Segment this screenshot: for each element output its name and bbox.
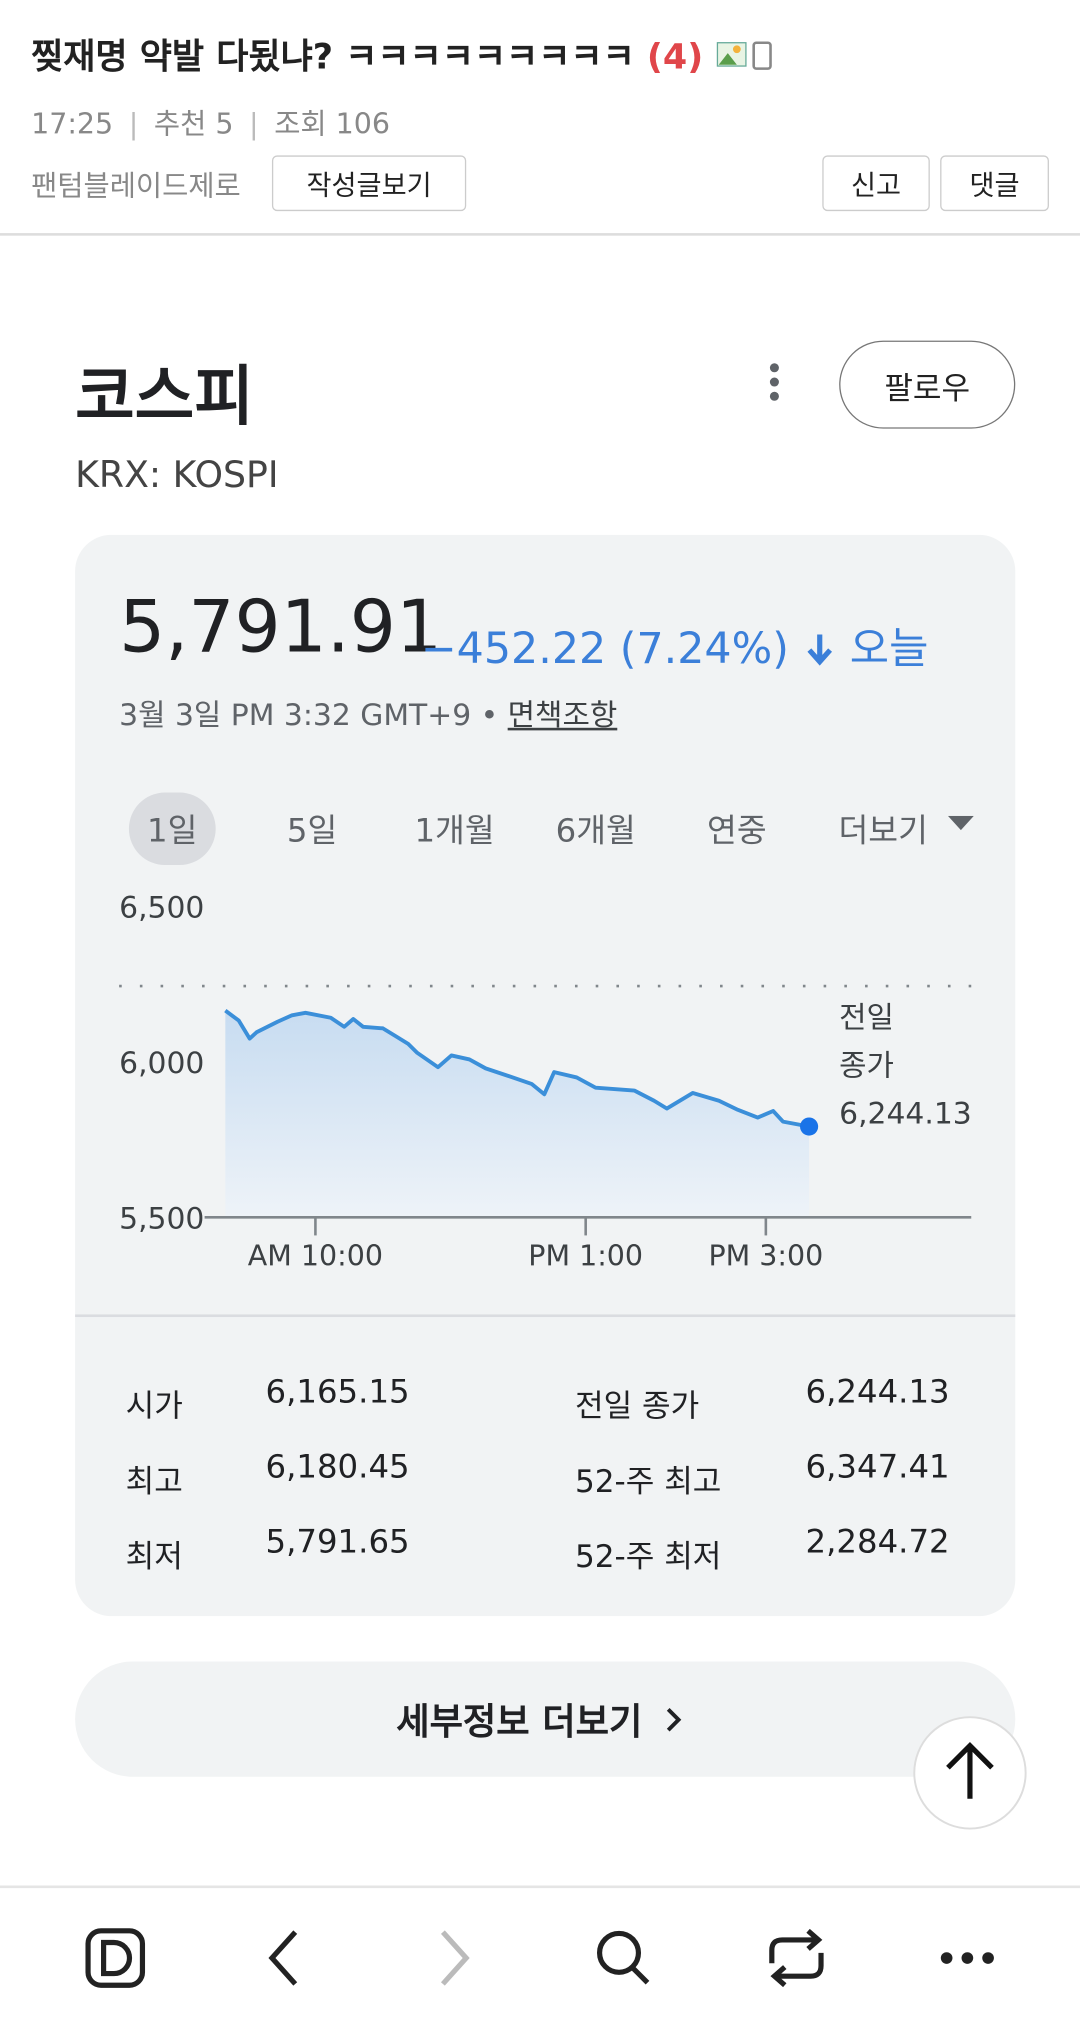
stat-label: 52-주 최고: [574, 1463, 722, 1500]
divider: [0, 233, 1080, 236]
stat-value: 5,791.65: [265, 1522, 410, 1561]
post-meta: 17:25 | 추천 5 | 조회 106: [31, 108, 391, 142]
period-label: 오늘: [849, 622, 929, 674]
x-tick-label: PM 1:00: [528, 1239, 643, 1272]
stat-value: 6,244.13: [805, 1372, 950, 1411]
y-tick-label: 6,500: [119, 891, 204, 926]
reference-value: 6,244.13: [839, 1096, 972, 1131]
divider: [0, 1885, 1080, 1889]
range-tab[interactable]: 5일: [286, 811, 338, 850]
range-tab[interactable]: 더보기: [838, 811, 928, 850]
back-icon[interactable]: [268, 1930, 298, 1986]
bottom-nav: [85, 1928, 994, 1988]
timestamp-row: 3월 3일 PM 3:32 GMT+9 • 면책조항: [119, 690, 617, 734]
stat-value: 6,347.41: [805, 1447, 950, 1486]
dropdown-caret: [947, 815, 974, 831]
stock-name: 코스피: [75, 358, 254, 434]
attachment-icons: [717, 41, 773, 70]
stat-label: 전일 종가: [574, 1388, 700, 1425]
stat-value: 6,180.45: [265, 1447, 410, 1486]
menu-icon[interactable]: [940, 1952, 994, 1964]
more-details-button[interactable]: 세부정보 더보기: [75, 1661, 1016, 1777]
stat-label: 최고: [125, 1463, 183, 1500]
search-icon[interactable]: [596, 1930, 650, 1985]
comment-button[interactable]: 댓글: [940, 155, 1049, 212]
comment-count[interactable]: (4): [646, 37, 704, 78]
price: 5,791.91: [119, 585, 443, 670]
post-recommend: 추천 5: [153, 108, 234, 142]
range-tab[interactable]: 1개월: [414, 811, 495, 850]
more-menu[interactable]: [761, 360, 787, 407]
post-views: 조회 106: [274, 108, 391, 142]
chevron: [666, 1707, 682, 1731]
reference-label: 종가: [839, 1049, 894, 1084]
range-tab[interactable]: 6개월: [555, 811, 636, 850]
forward-icon[interactable]: [440, 1930, 470, 1986]
range-tab[interactable]: 연중: [707, 811, 767, 850]
ticker: KRX: KOSPI: [75, 453, 279, 496]
price-line: [224, 1009, 810, 1129]
stat-label: 최저: [125, 1538, 183, 1575]
timestamp: 3월 3일 PM 3:32 GMT+9 •: [119, 699, 499, 733]
y-tick-label: 5,500: [119, 1201, 204, 1236]
more-details: 세부정보 더보기: [396, 1699, 643, 1743]
stat-label: 시가: [125, 1388, 183, 1425]
stat-label: 52-주 최저: [574, 1538, 722, 1575]
disclaimer[interactable]: 면책조항: [507, 699, 618, 733]
report-button[interactable]: 신고: [822, 155, 930, 212]
down-arrow: [807, 634, 832, 666]
scroll-top-button[interactable]: [912, 1716, 1029, 1833]
post-author[interactable]: 팬텀블레이드제로: [31, 170, 241, 204]
stat-value: 6,165.15: [265, 1372, 410, 1411]
follow-button[interactable]: 팔로우: [839, 340, 1016, 429]
y-tick-label: 6,000: [119, 1046, 204, 1081]
home-icon[interactable]: [85, 1928, 146, 1988]
change-row: −452.22 (7.24%) 오늘: [421, 614, 929, 676]
range-tab[interactable]: 1일: [128, 792, 216, 866]
divider: [75, 1314, 1016, 1318]
post-title: 찢재명 약발 다됬냐? ㅋㅋㅋㅋㅋㅋㅋㅋㅋ: [31, 37, 635, 78]
post-title-row: 찢재명 약발 다됬냐? ㅋㅋㅋㅋㅋㅋㅋㅋㅋ (4): [31, 28, 777, 79]
x-tick-label: AM 10:00: [248, 1239, 383, 1272]
area: [225, 1010, 810, 1218]
tabs-icon[interactable]: [769, 1928, 824, 1988]
last-point: [800, 1117, 819, 1136]
post-time: 17:25: [31, 108, 114, 142]
change: −452.22 (7.24%): [420, 622, 789, 674]
view-posts-button[interactable]: 작성글보기: [271, 155, 467, 212]
reference-label: 전일: [839, 1001, 894, 1036]
x-tick-label: PM 3:00: [708, 1239, 823, 1272]
stat-value: 2,284.72: [805, 1522, 950, 1561]
